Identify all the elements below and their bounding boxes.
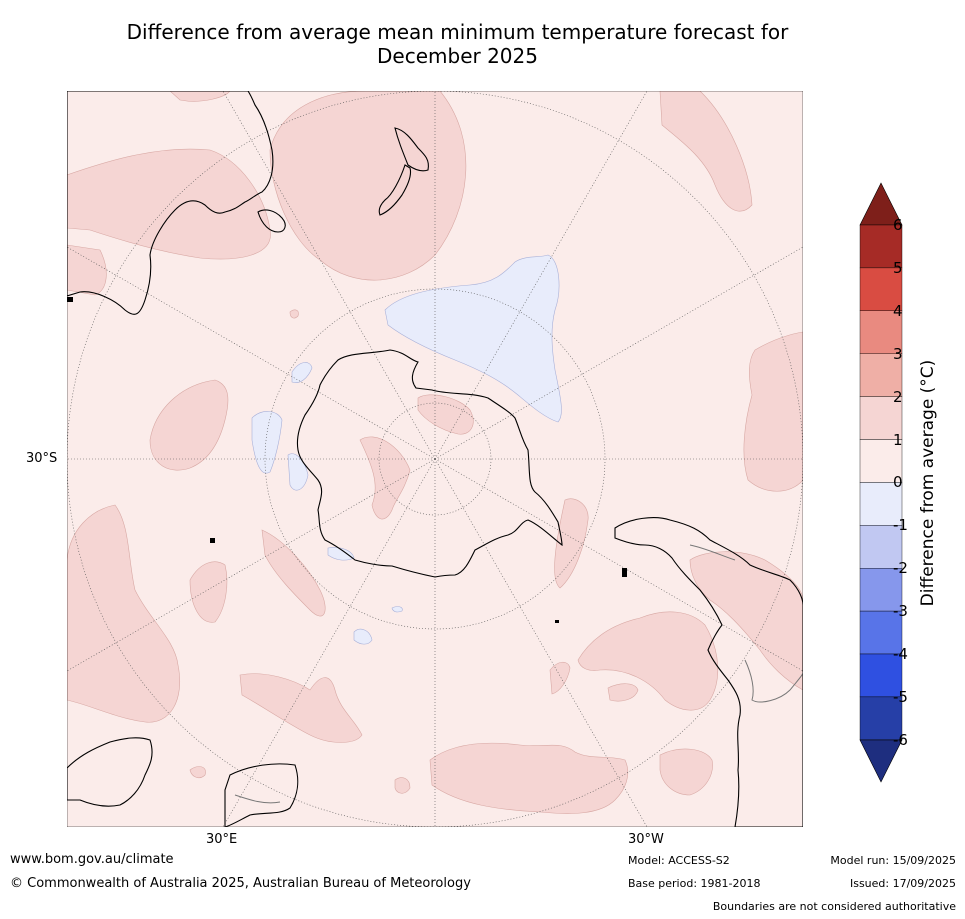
colorbar-tick: -6 — [893, 730, 908, 749]
colorbar-tick: 1 — [893, 430, 903, 449]
australia-coast — [67, 91, 274, 315]
footer-disclaimer: Boundaries are not considered authoritat… — [712, 900, 956, 913]
colorbar-tick: -5 — [893, 687, 908, 706]
colorbar-tick: -3 — [893, 602, 908, 621]
south-america-coast — [614, 517, 803, 827]
title-line-1: Difference from average mean minimum tem… — [126, 20, 789, 44]
lon-label-30w: 30°W — [628, 832, 664, 847]
title-line-2: December 2025 — [377, 44, 538, 68]
map-area — [67, 91, 803, 827]
colorbar-segments — [859, 224, 903, 741]
madagascar-coast — [224, 763, 299, 827]
new-zealand-south — [378, 164, 412, 216]
colorbar-segment — [859, 525, 903, 569]
anomaly-1-2-regions — [67, 91, 803, 814]
colorbar-segment — [859, 267, 903, 311]
colorbar-under-arrow — [859, 739, 903, 783]
footer-model-run: Model run: 15/09/2025 — [830, 854, 956, 867]
colorbar-tick: 4 — [893, 301, 903, 320]
footer-model: Model: ACCESS-S2 — [628, 854, 730, 867]
graticule — [67, 91, 803, 827]
tasmania-coast — [257, 209, 286, 233]
footer-website: www.bom.gov.au/climate — [10, 852, 174, 867]
footer-copyright: © Commonwealth of Australia 2025, Austra… — [10, 876, 471, 891]
lon-label-30e: 30°E — [206, 832, 238, 847]
colorbar-segment — [859, 310, 903, 354]
colorbar-segment — [859, 439, 903, 483]
colorbar-tick: -2 — [893, 559, 908, 578]
coastlines — [67, 91, 803, 827]
antarctica-coast — [296, 349, 563, 578]
colorbar-tick: 2 — [893, 387, 903, 406]
africa-coast — [67, 737, 153, 807]
country-borders — [234, 544, 803, 804]
colorbar-segment — [859, 696, 903, 741]
colorbar-segment — [859, 653, 903, 698]
small-islands — [67, 297, 627, 623]
anomaly-0-to-minus1-regions — [251, 254, 562, 645]
colorbar-tick: 5 — [893, 258, 903, 277]
map-title: Difference from average mean minimum tem… — [60, 20, 855, 68]
lat-label-30s: 30°S — [26, 451, 58, 466]
colorbar-segment — [859, 224, 903, 269]
footer-issued: Issued: 17/09/2025 — [849, 877, 956, 890]
colorbar-tick: 0 — [893, 473, 903, 492]
footer-base-period: Base period: 1981-2018 — [628, 877, 761, 890]
colorbar-tick: -1 — [893, 516, 908, 535]
new-zealand-north — [394, 127, 429, 172]
colorbar-segment — [859, 482, 903, 526]
colorbar-title: Difference from average (°C) — [918, 359, 938, 607]
colorbar-tick: -4 — [893, 645, 908, 663]
colorbar-segment — [859, 610, 903, 655]
colorbar — [859, 182, 903, 783]
colorbar-tick: 3 — [893, 344, 903, 363]
colorbar-tick: 6 — [893, 216, 903, 234]
